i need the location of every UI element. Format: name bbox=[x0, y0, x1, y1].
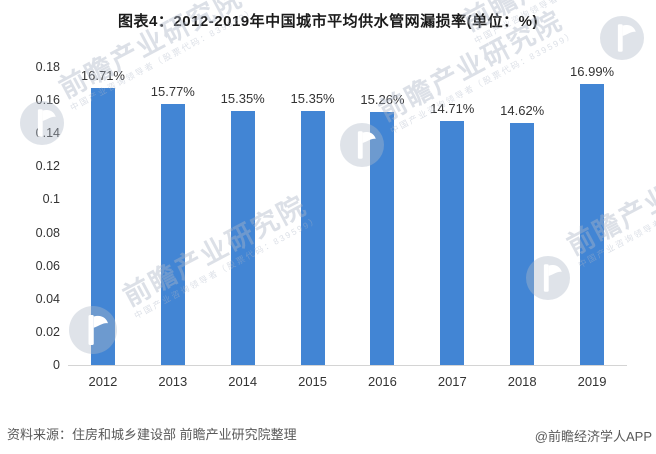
bar-value-label: 15.35% bbox=[290, 91, 335, 106]
y-tick-label: 0.08 bbox=[35, 225, 60, 240]
y-tick-label: 0.12 bbox=[35, 159, 60, 174]
x-tick-label: 2019 bbox=[577, 374, 607, 389]
chart-title: 图表4：2012-2019年中国城市平均供水管网漏损率(单位：%) bbox=[118, 13, 538, 30]
bar-value-label: 14.71% bbox=[430, 101, 475, 116]
y-tick-label: 0.18 bbox=[35, 60, 60, 74]
y-tick-label: 0.02 bbox=[35, 324, 60, 339]
y-tick-label: 0 bbox=[53, 358, 60, 372]
bar-value-label: 14.62% bbox=[500, 103, 545, 118]
y-tick-label: 0.1 bbox=[42, 192, 60, 207]
bar-value-label: 15.77% bbox=[150, 84, 195, 99]
watermark-credit: @前瞻经济学人APP bbox=[534, 429, 652, 444]
source-note: 资料来源：住房和城乡建设部 前瞻产业研究院整理 bbox=[7, 427, 297, 442]
bar-2014 bbox=[230, 111, 255, 365]
bar-value-label: 15.35% bbox=[220, 91, 265, 106]
x-tick-label: 2013 bbox=[158, 374, 188, 389]
x-tick-label: 2014 bbox=[228, 374, 258, 389]
x-tick-label: 2017 bbox=[437, 374, 467, 389]
bar-2012 bbox=[90, 88, 115, 365]
bar-2015 bbox=[300, 111, 325, 365]
x-tick-label: 2016 bbox=[367, 374, 397, 389]
x-tick-label: 2012 bbox=[88, 374, 118, 389]
bar-2018 bbox=[510, 123, 535, 365]
x-tick-label: 2015 bbox=[298, 374, 328, 389]
bar-2019 bbox=[580, 84, 605, 365]
x-tick-label: 2018 bbox=[507, 374, 537, 389]
bar-value-label: 16.99% bbox=[570, 64, 615, 79]
y-tick-label: 0.06 bbox=[35, 258, 60, 273]
y-tick-label: 0.16 bbox=[35, 93, 60, 108]
x-axis-line bbox=[68, 365, 627, 366]
bar-2013 bbox=[160, 104, 185, 365]
bar-value-label: 15.26% bbox=[360, 92, 405, 107]
y-tick-label: 0.04 bbox=[35, 291, 60, 306]
bar-2016 bbox=[370, 112, 395, 365]
y-tick-label: 0.14 bbox=[35, 126, 60, 141]
bar-2017 bbox=[440, 121, 465, 365]
bar-value-label: 16.71% bbox=[80, 68, 125, 83]
